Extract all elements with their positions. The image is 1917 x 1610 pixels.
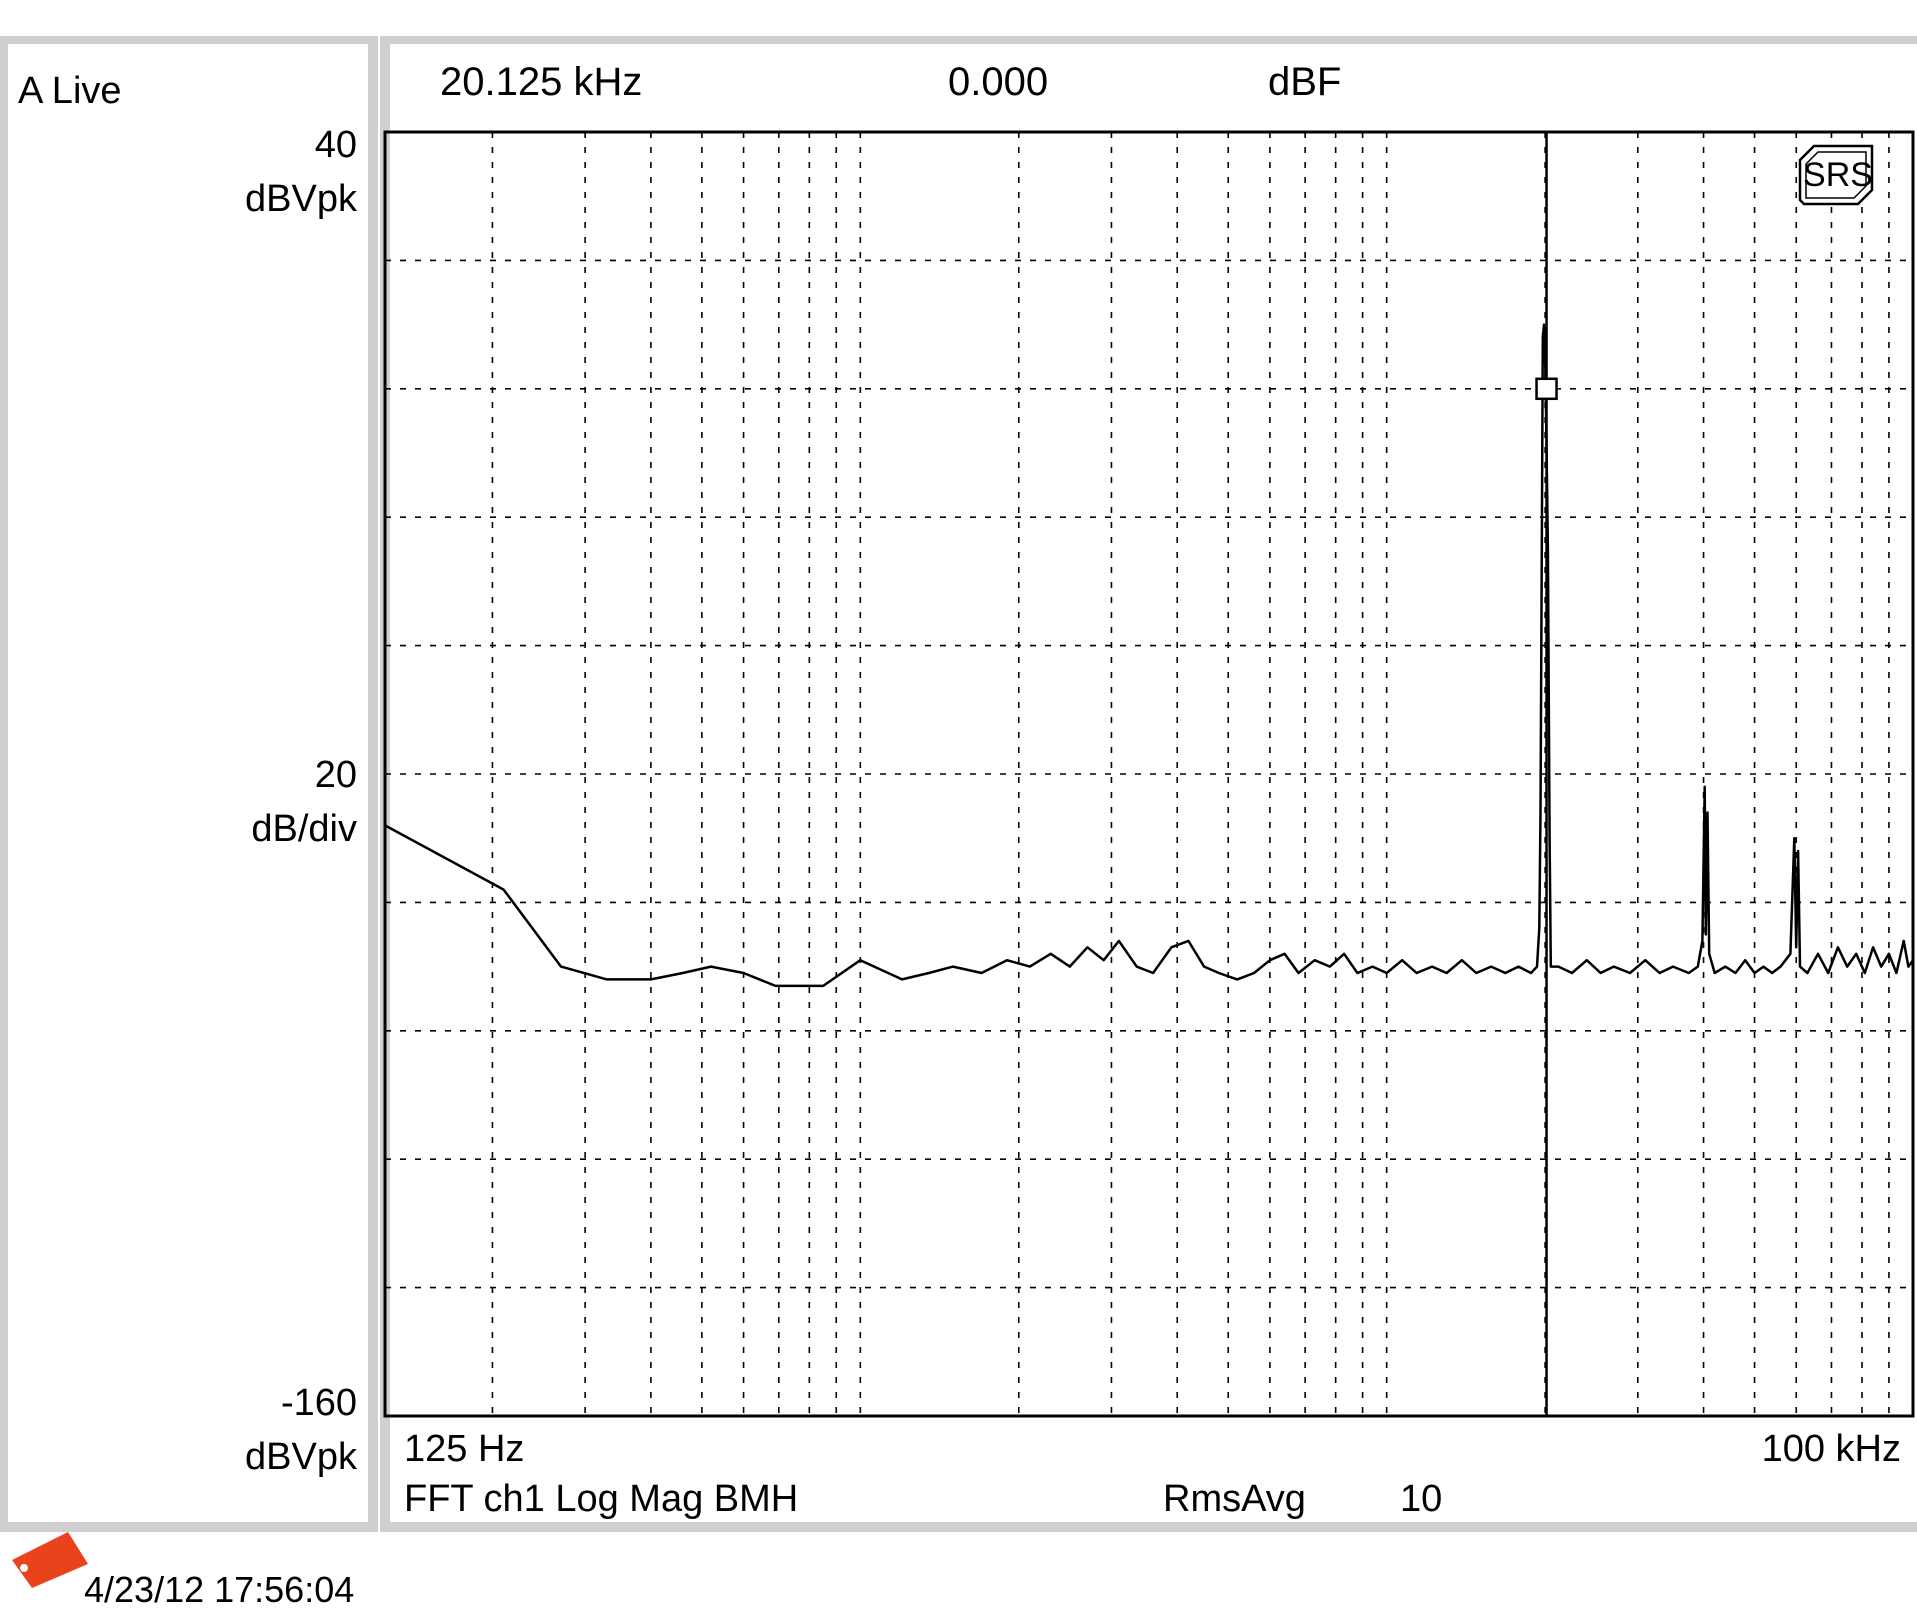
spectrum-trace — [384, 323, 1915, 988]
y-axis-scale-value: 20 — [314, 754, 357, 796]
marker-box — [1535, 377, 1558, 401]
x-axis-start-label: 125 Hz — [404, 1428, 525, 1470]
grid — [385, 132, 1913, 1416]
y-axis-top-unit: dBVpk — [245, 178, 357, 220]
marker-frequency: 20.125 kHz — [440, 60, 643, 104]
srs-logo-text: SRS — [1803, 156, 1873, 194]
marker-value: 0.000 — [948, 60, 1049, 104]
y-axis-bottom-unit: dBVpk — [245, 1436, 357, 1478]
panel-title: A Live — [18, 70, 122, 112]
y-axis-panel — [0, 36, 378, 1532]
srs-logo: SRS — [1798, 144, 1874, 206]
measurement-description: FFT ch1 Log Mag BMH — [404, 1478, 799, 1520]
y-axis-scale-unit: dB/div — [251, 808, 357, 850]
marker-unit: dBF — [1268, 60, 1342, 104]
plot-panel — [380, 36, 1917, 1532]
y-axis-top-value: 40 — [314, 124, 357, 166]
spectrum-plot: SRS — [383, 130, 1915, 1418]
y-axis-bottom-value: -160 — [280, 1382, 357, 1424]
converter-watermark — [12, 1532, 88, 1588]
averaging-label: RmsAvg — [1163, 1478, 1306, 1520]
x-axis-end-label: 100 kHz — [1761, 1428, 1901, 1470]
timestamp: 4/23/12 17:56:04 — [84, 1569, 355, 1610]
averaging-count: 10 — [1400, 1478, 1443, 1520]
